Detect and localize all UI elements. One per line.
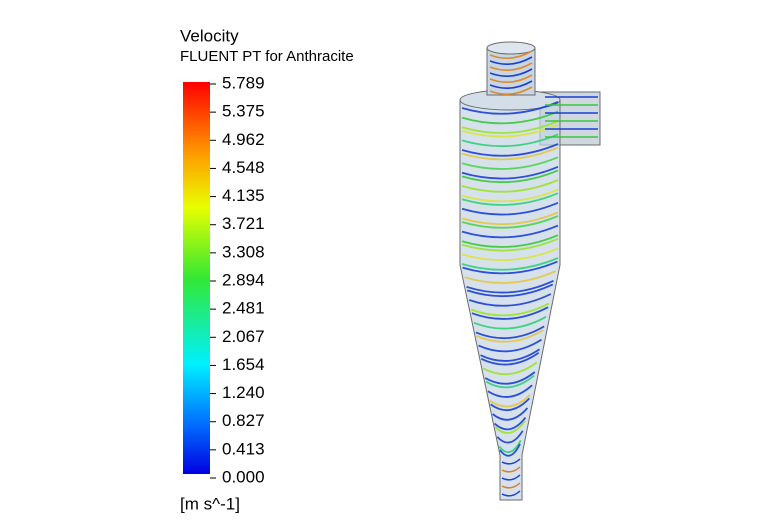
- streamline: [461, 165, 559, 180]
- streamline: [471, 306, 549, 320]
- tick-label: 2.481: [222, 299, 265, 318]
- tick-label: 2.894: [222, 270, 265, 289]
- streamlines: [461, 50, 598, 497]
- streamline: [494, 420, 526, 434]
- streamline: [468, 293, 552, 307]
- tick-label: 3.308: [222, 242, 265, 261]
- streamline: [489, 80, 533, 89]
- streamline: [475, 325, 545, 340]
- streamline: [462, 260, 558, 275]
- streamline: [461, 192, 559, 206]
- streamline: [492, 407, 529, 421]
- streamline: [461, 143, 559, 157]
- streamline: [461, 120, 559, 134]
- streamline: [499, 443, 521, 457]
- streamline: [489, 394, 531, 408]
- streamline: [461, 133, 559, 148]
- streamline: [484, 371, 536, 385]
- streamline: [493, 417, 527, 431]
- streamline: [490, 397, 531, 412]
- tick-label: 0.827: [222, 411, 265, 430]
- streamline: [464, 270, 556, 284]
- streamline: [461, 169, 559, 184]
- streamline: [478, 338, 542, 353]
- streamline: [489, 56, 533, 65]
- streamline: [461, 234, 559, 248]
- streamline: [489, 74, 533, 83]
- streamline: [480, 352, 540, 366]
- streamline: [461, 188, 559, 203]
- streamline: [461, 224, 559, 239]
- streamline: [496, 430, 524, 444]
- tick-label: 3.721: [222, 214, 265, 233]
- streamline: [461, 215, 559, 229]
- streamline: [501, 466, 521, 473]
- legend-subtitle: FLUENT PT for Anthracite: [180, 48, 354, 65]
- tick-label: 2.067: [222, 327, 265, 346]
- streamline: [485, 374, 535, 389]
- outlet-top: [486, 41, 536, 55]
- streamline: [498, 439, 522, 454]
- tick-label: 0.413: [222, 439, 265, 458]
- streamline: [501, 482, 521, 489]
- streamline: [461, 101, 559, 115]
- streamline: [461, 257, 559, 271]
- streamline: [501, 490, 521, 497]
- streamline: [482, 361, 538, 376]
- streamline: [501, 458, 521, 465]
- unit-label: [m s^-1]: [180, 494, 240, 513]
- streamline: [461, 146, 559, 161]
- tick-group: 5.789 5.375 4.962 4.548 4.135 3.721 3.308 2.894…: [210, 73, 265, 486]
- streamline: [489, 50, 533, 59]
- tick-label: 0.000: [222, 467, 265, 486]
- streamline: [461, 237, 559, 252]
- streamline: [476, 329, 544, 343]
- streamline: [489, 68, 533, 77]
- tick-label: 4.962: [222, 130, 265, 149]
- tick-label: 4.135: [222, 186, 265, 205]
- streamline: [461, 247, 559, 262]
- streamline: [501, 474, 521, 481]
- tick-label: 5.375: [222, 102, 265, 121]
- streamline: [461, 179, 559, 193]
- streamline: [480, 348, 540, 362]
- tick-label: 1.240: [222, 383, 265, 402]
- streamline: [461, 156, 559, 170]
- streamline: [466, 283, 554, 298]
- streamline: [461, 211, 559, 226]
- streamline: [489, 62, 533, 71]
- streamline: [489, 86, 533, 95]
- streamline: [466, 279, 554, 294]
- legend-title: Velocity: [180, 26, 239, 45]
- streamline: [470, 302, 550, 317]
- color-bar: [183, 82, 210, 474]
- streamline: [461, 110, 559, 125]
- streamline: [473, 316, 547, 330]
- streamline: [487, 384, 533, 398]
- tick-label: 5.789: [222, 73, 265, 92]
- streamline: [461, 201, 559, 216]
- tick-label: 4.548: [222, 158, 265, 177]
- tick-label: 1.654: [222, 355, 265, 374]
